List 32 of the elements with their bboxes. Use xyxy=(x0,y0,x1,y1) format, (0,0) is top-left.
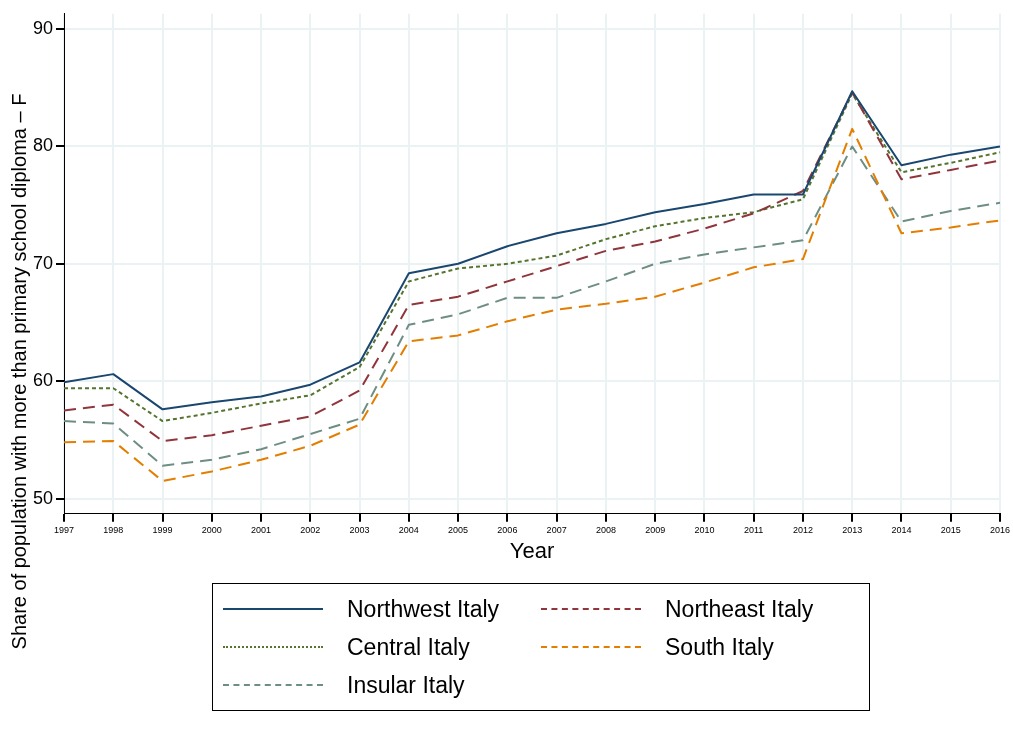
x-tick-label: 2009 xyxy=(645,524,666,535)
x-tick-label: 2010 xyxy=(694,524,715,535)
x-tick-label: 1997 xyxy=(54,524,75,535)
x-tick-label: 2000 xyxy=(201,524,222,535)
x-tick-label: 2002 xyxy=(300,524,321,535)
x-tick-label: 2007 xyxy=(546,524,567,535)
x-tick-label: 2006 xyxy=(497,524,518,535)
y-tick-label: 90 xyxy=(32,18,54,39)
x-tick-label: 2013 xyxy=(842,524,863,535)
x-tick-label: 2005 xyxy=(448,524,469,535)
x-tick-label: 1999 xyxy=(152,524,173,535)
x-tick-label: 2014 xyxy=(891,524,912,535)
legend-label: Insular Italy xyxy=(347,671,465,699)
y-axis-title: Share of population with more than primary school diploma – F xyxy=(7,93,30,650)
legend-label: South Italy xyxy=(665,633,774,661)
y-tick-label: 60 xyxy=(32,370,54,391)
x-tick-label: 2012 xyxy=(792,524,813,535)
legend-label: Northwest Italy xyxy=(347,595,500,623)
x-tick-label: 2016 xyxy=(989,524,1010,535)
legend-label: Northeast Italy xyxy=(665,595,814,623)
x-tick-label: 2004 xyxy=(398,524,419,535)
y-tick-label: 70 xyxy=(32,252,54,273)
y-tick-label: 80 xyxy=(32,135,54,156)
x-axis-title: Year xyxy=(509,537,555,563)
x-tick-label: 1998 xyxy=(103,524,124,535)
x-tick-label: 2015 xyxy=(940,524,961,535)
x-tick-label: 2011 xyxy=(744,524,764,535)
legend-label: Central Italy xyxy=(347,633,470,661)
x-tick-label: 2003 xyxy=(349,524,370,535)
x-tick-label: 2001 xyxy=(251,524,272,535)
x-tick-label: 2008 xyxy=(595,524,616,535)
y-tick-label: 50 xyxy=(32,487,54,508)
